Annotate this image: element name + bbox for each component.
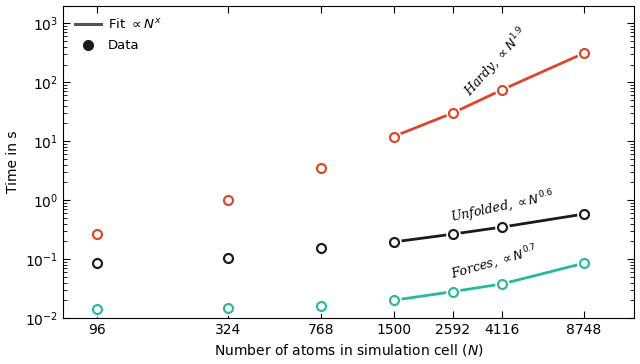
Legend: Fit $\propto N^x$, Data: Fit $\propto N^x$, Data	[70, 12, 167, 58]
Y-axis label: Time in s: Time in s	[6, 131, 20, 193]
X-axis label: Number of atoms in simulation cell $(N)$: Number of atoms in simulation cell $(N)$	[214, 343, 484, 359]
Text: Forces, $\propto N^{0.7}$: Forces, $\propto N^{0.7}$	[449, 242, 540, 284]
Text: Hardy, $\propto N^{1.9}$: Hardy, $\propto N^{1.9}$	[461, 23, 534, 101]
Text: Unfolded, $\propto N^{0.6}$: Unfolded, $\propto N^{0.6}$	[449, 187, 556, 228]
